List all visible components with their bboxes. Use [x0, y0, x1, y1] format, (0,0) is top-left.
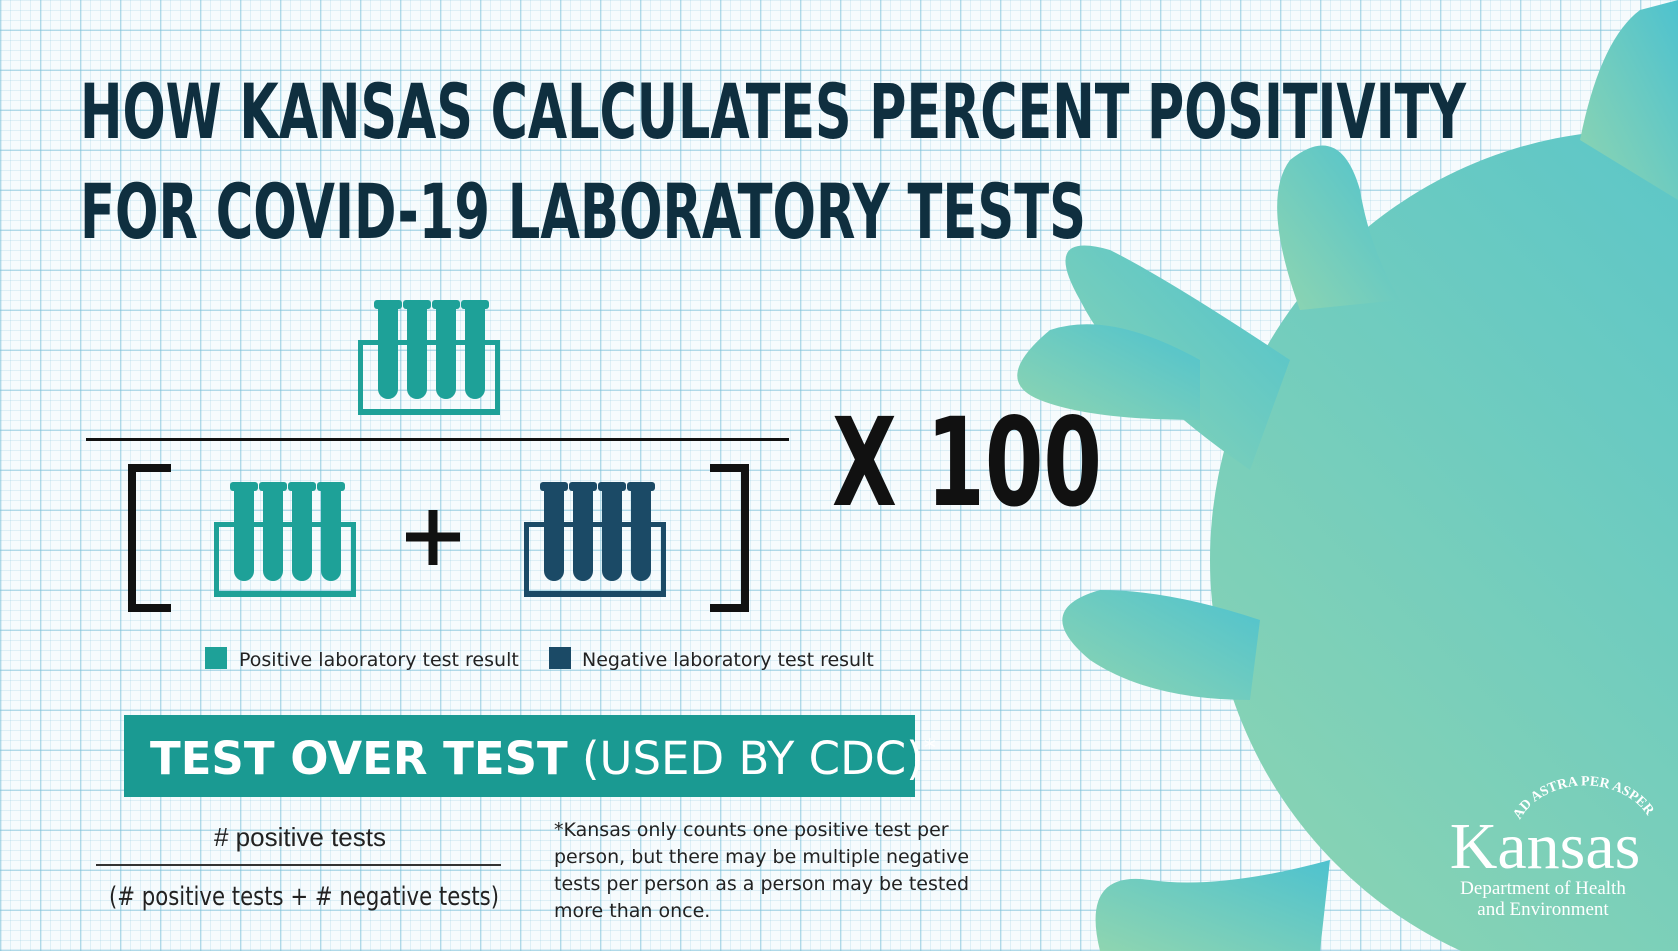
logo-department: Department of Health: [1460, 878, 1626, 899]
formula-denominator: (# positive tests + # negative tests): [109, 882, 499, 912]
footnote-line: *Kansas only counts one positive test pe…: [554, 819, 949, 841]
negative-rack-icon: [524, 482, 666, 597]
logo-department: and Environment: [1477, 899, 1609, 920]
footnote: *Kansas only counts one positive test pe…: [554, 819, 969, 922]
banner-text: TEST OVER TEST (USED BY CDC)*: [150, 732, 936, 785]
fraction-line: [86, 438, 789, 441]
title: HOW KANSAS CALCULATES PERCENT POSITIVITY…: [80, 67, 1467, 256]
multiplier: X 100: [832, 392, 1102, 534]
footnote-line: person, but there may be multiple negati…: [554, 846, 969, 868]
left-bracket: [132, 468, 171, 608]
legend-label: Negative laboratory test result: [582, 649, 874, 671]
plus-sign: [406, 510, 460, 565]
banner-regular: (USED BY CDC): [582, 732, 924, 785]
formula-line: [96, 864, 501, 866]
footnote-line: more than once.: [554, 900, 710, 922]
positive-rack-icon: [214, 482, 356, 597]
infographic: HOW KANSAS CALCULATES PERCENT POSITIVITY…: [0, 0, 1678, 951]
formula-numerator: # positive tests: [214, 822, 386, 852]
canvas: HOW KANSAS CALCULATES PERCENT POSITIVITY…: [0, 0, 1678, 951]
legend-swatch: [205, 647, 227, 669]
right-bracket: [710, 468, 745, 608]
banner-mark: *: [924, 734, 936, 762]
title-line: HOW KANSAS CALCULATES PERCENT POSITIVITY: [80, 67, 1467, 156]
title-line: FOR COVID-19 LABORATORY TESTS: [80, 167, 1086, 256]
legend-swatch: [549, 647, 571, 669]
positive-rack-icon: [358, 300, 500, 415]
legend-label: Positive laboratory test result: [239, 649, 519, 671]
footnote-line: tests per person as a person may be test…: [554, 873, 969, 895]
logo-name: Kansas: [1450, 810, 1641, 883]
banner-bold: TEST OVER TEST: [150, 732, 568, 785]
